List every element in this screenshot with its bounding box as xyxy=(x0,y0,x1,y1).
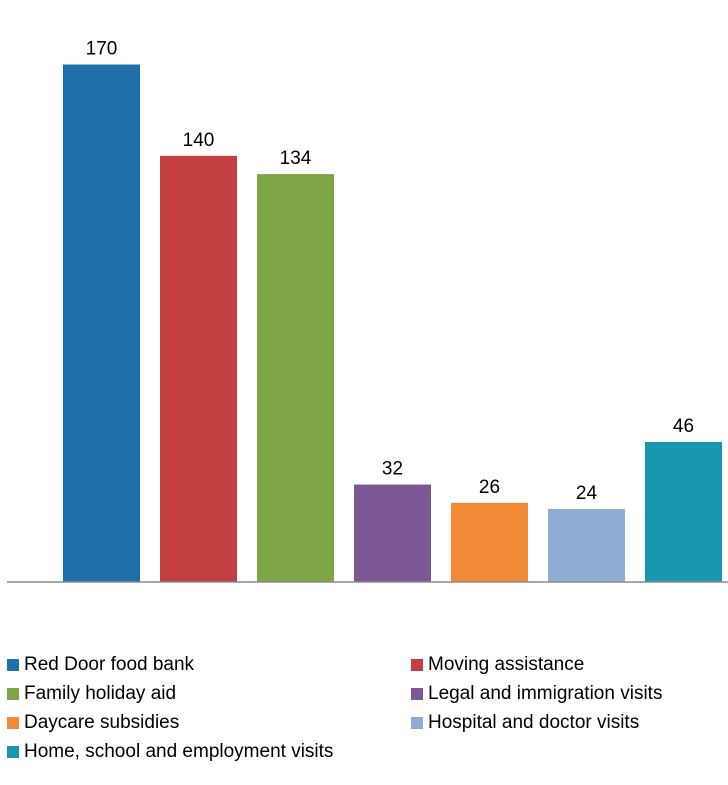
data-labels-group: 170 140 134 32 26 24 46 xyxy=(86,39,694,504)
legend-label-5: Hospital and doctor visits xyxy=(428,712,640,733)
legend-label-2: Family holiday aid xyxy=(24,683,177,704)
legend-swatch-3 xyxy=(411,688,423,700)
data-label-0: 170 xyxy=(86,39,118,60)
legend-label-6: Home, school and employment visits xyxy=(24,741,334,762)
data-label-6: 46 xyxy=(673,416,694,437)
data-label-5: 24 xyxy=(576,483,598,504)
legend: Red Door food bank Moving assistance Famil… xyxy=(0,652,728,782)
bar-2 xyxy=(257,174,334,582)
legend-swatch-5 xyxy=(411,717,423,729)
legend-item-5: Hospital and doctor visits xyxy=(411,712,639,734)
data-label-4: 26 xyxy=(479,477,500,498)
bar-4 xyxy=(451,502,528,582)
legend-label-3: Legal and immigration visits xyxy=(428,683,663,704)
legend-item-3: Legal and immigration visits xyxy=(411,683,662,705)
legend-label-4: Daycare subsidies xyxy=(24,712,180,733)
legend-item-6: Home, school and employment visits xyxy=(7,741,333,763)
bar-6 xyxy=(645,441,722,582)
legend-swatch-4 xyxy=(7,717,19,729)
legend-label-0: Red Door food bank xyxy=(24,654,195,675)
legend-item-4: Daycare subsidies xyxy=(7,712,179,734)
bar-1 xyxy=(160,155,237,582)
legend-swatch-0 xyxy=(7,659,19,671)
bar-5 xyxy=(548,508,625,582)
legend-item-0: Red Door food bank xyxy=(7,654,194,676)
legend-item-1: Moving assistance xyxy=(411,654,584,676)
data-label-2: 134 xyxy=(280,148,312,169)
legend-item-2: Family holiday aid xyxy=(7,683,176,705)
bar-0 xyxy=(63,64,140,582)
legend-swatch-6 xyxy=(7,746,19,758)
bar-chart: 170 140 134 32 26 24 46 xyxy=(7,39,728,583)
bar-3 xyxy=(354,484,431,582)
legend-swatch-2 xyxy=(7,688,19,700)
bars-group xyxy=(63,64,722,582)
legend-swatch-1 xyxy=(411,659,423,671)
legend-label-1: Moving assistance xyxy=(428,654,585,675)
data-label-3: 32 xyxy=(382,459,403,480)
data-label-1: 140 xyxy=(183,130,215,151)
